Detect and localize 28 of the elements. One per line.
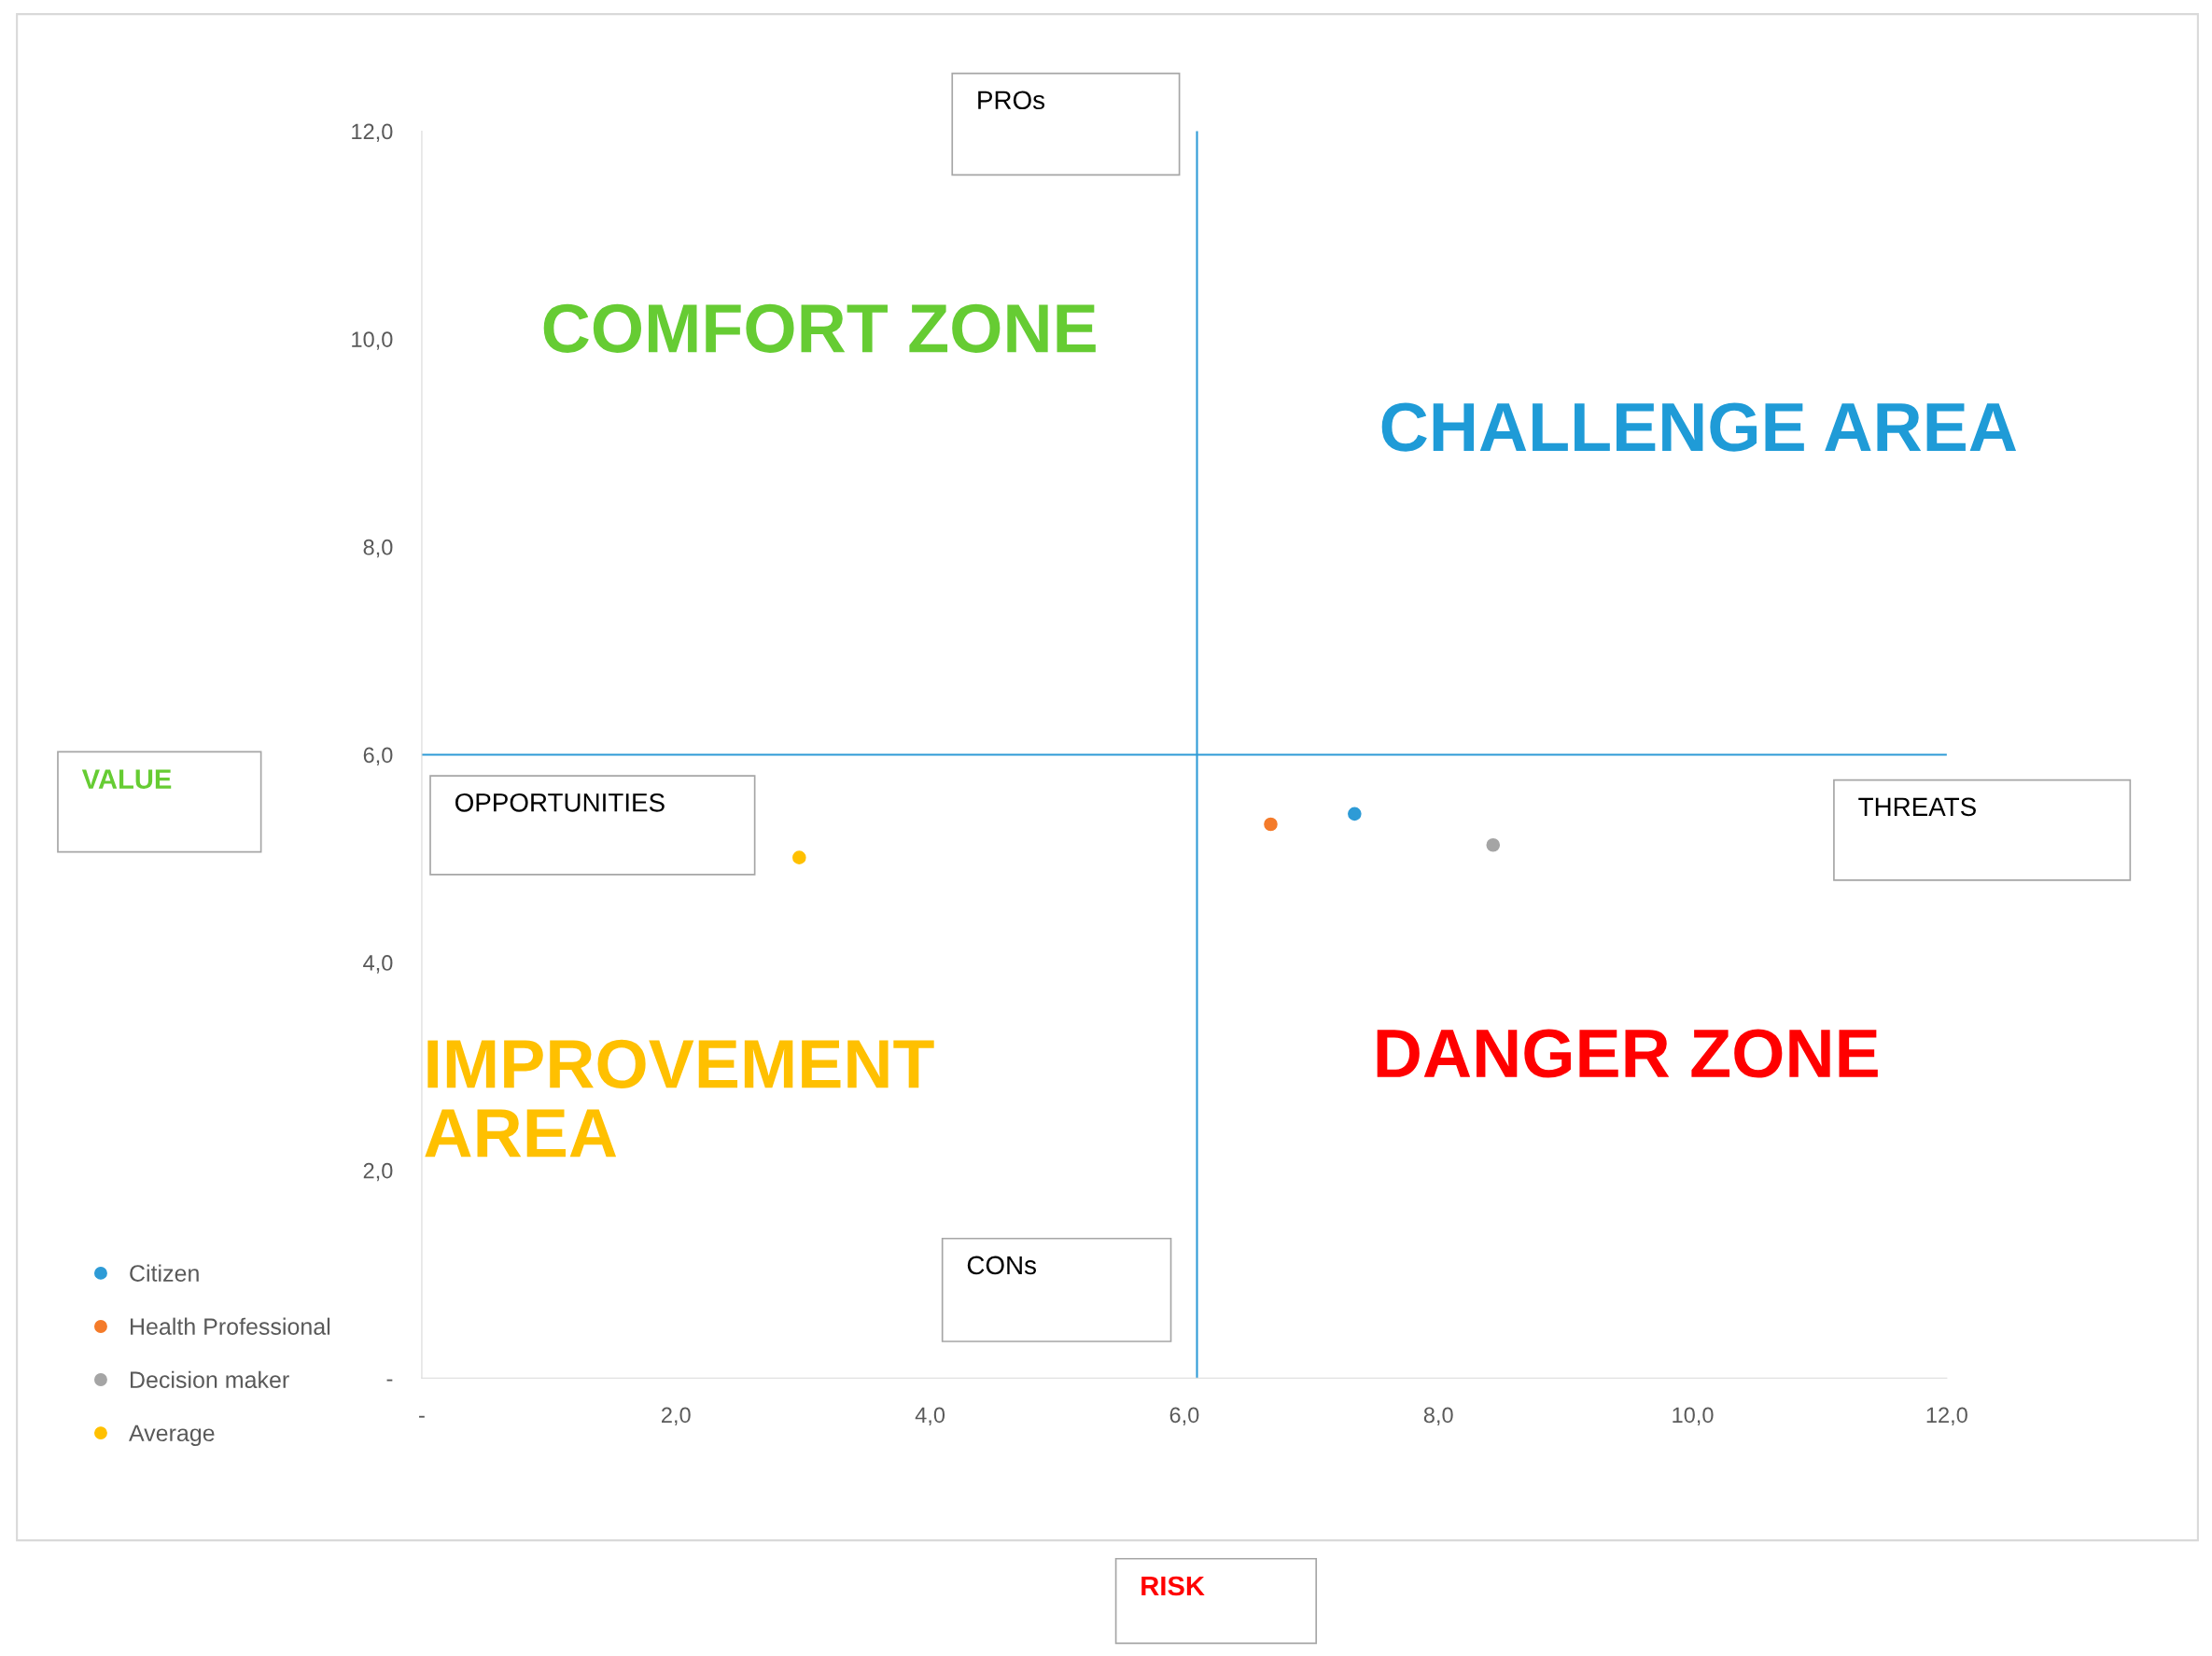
legend-label: Average <box>129 1424 215 1447</box>
x-tick-label: 12,0 <box>1926 1407 1967 1426</box>
x-tick-label: 8,0 <box>1423 1407 1453 1426</box>
annotation: THREATS <box>1858 797 1976 817</box>
text: RISK <box>1141 1576 1205 1596</box>
y-tick-label: 10,0 <box>352 331 393 350</box>
annotation: IMPROVEMENT AREA <box>425 1039 934 1158</box>
x-tick-label: 10,0 <box>1673 1407 1714 1426</box>
x-tick-label: 4,0 <box>915 1407 945 1426</box>
text: VALUE <box>81 769 172 789</box>
annotation: COMFORT ZONE <box>543 303 1096 353</box>
legend-label: Decision maker <box>131 1370 289 1389</box>
y-tick-label: 6,0 <box>363 747 393 765</box>
annotation: DANGER ZONE <box>1377 1029 1878 1078</box>
y-tick-label: 2,0 <box>363 1162 393 1182</box>
annotation: OPPORTUNITIES <box>455 793 665 812</box>
y-tick-label: 4,0 <box>363 955 393 974</box>
x-tick-label: - <box>419 1415 425 1418</box>
legend-label: Citizen <box>130 1264 199 1282</box>
x-tick-label: 6,0 <box>1169 1407 1199 1426</box>
legend-label: Health Professional <box>131 1317 330 1335</box>
y-tick-label: - <box>386 1379 393 1382</box>
y-tick-label: 12,0 <box>352 123 393 143</box>
annotation: CHALLENGE AREA <box>1381 402 2017 452</box>
annotation: CONs <box>967 1256 1036 1275</box>
x-tick-label: 2,0 <box>662 1407 691 1426</box>
text: PROs <box>978 91 1045 110</box>
y-tick-label: 8,0 <box>363 539 393 558</box>
